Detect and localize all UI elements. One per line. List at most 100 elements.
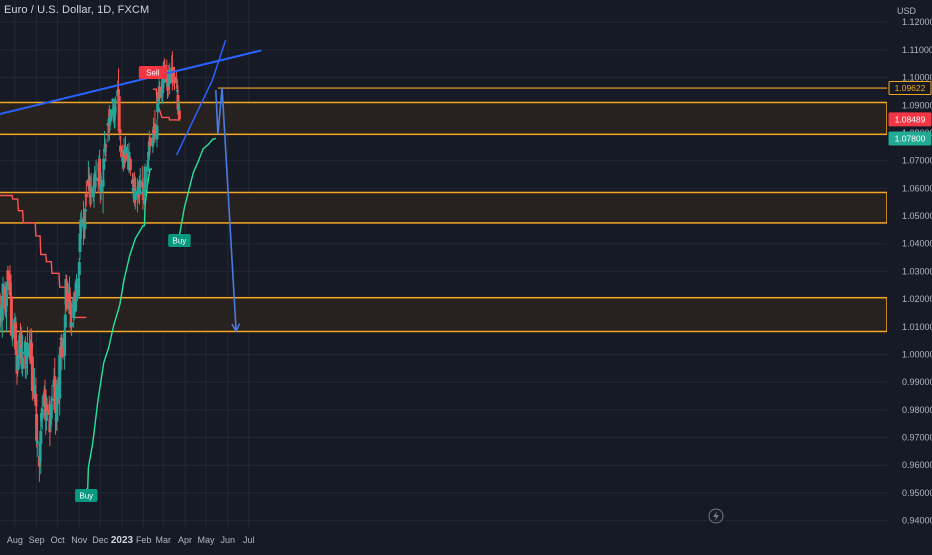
candle-body [65,281,69,309]
candle-body [156,94,160,105]
candle [113,97,117,128]
candle-body [146,165,150,172]
candle-body [177,110,181,120]
candle-body [45,404,49,411]
candle-body [30,344,34,348]
candle [50,384,54,411]
candle-body [8,274,12,296]
candle-body [89,186,92,192]
candle-body [43,389,47,405]
y-tick-label: 1.06000 [902,183,932,193]
candle-body [118,129,122,134]
candle-body [29,342,33,364]
candle [155,119,159,148]
candle [30,342,34,401]
candle [158,81,162,100]
candle [118,111,122,141]
candle-body [93,183,97,185]
lightning-icon [708,508,724,524]
candle-body [99,184,103,192]
candle-body [143,166,147,188]
candle-body [35,440,39,444]
candle [53,357,57,413]
y-tick-label: 0.95000 [902,488,932,498]
candle-body [39,430,43,445]
candle-body [30,356,34,392]
candle [11,320,15,347]
candle-body [107,124,111,126]
candle [83,209,87,239]
candle [68,276,71,306]
candle-body [34,393,38,406]
y-tick-label: 1.01000 [902,322,932,332]
candle-body [19,330,22,351]
price-badge-box [888,131,932,146]
y-tick-label: 1.12000 [902,17,932,27]
candle-body [92,192,96,194]
y-tick-label: 1.05000 [902,211,932,221]
candle [109,108,113,126]
lightning-icon-ring [708,508,724,524]
candle-body [111,99,115,104]
candle-body [131,179,134,184]
candle [93,170,97,193]
candle-body [6,270,10,280]
candle-body [77,261,81,276]
candle-body [68,293,71,302]
candle [89,172,93,205]
candle [6,265,10,286]
candle [117,89,121,132]
candle [14,316,18,353]
price-zone [0,101,887,136]
candle [35,426,39,457]
candle-body [33,385,36,399]
price-badge-box [888,112,932,127]
candle [89,175,92,208]
candle-body [103,144,107,152]
projection-path [215,88,237,331]
candle-body [155,125,159,140]
price-badge-value: 1.09622 [895,83,926,93]
candle [49,395,53,427]
price-zone [0,296,887,333]
x-tick-label: Apr [178,535,192,545]
candle [138,168,142,194]
candle [70,303,74,337]
candle-body [168,69,172,84]
candle-body [44,408,48,421]
y-tick-label: 1.11000 [902,45,932,55]
buy-signal: Buy [75,489,98,503]
x-tick-label: Aug [7,535,23,545]
candle-body [5,281,9,291]
candle-body [156,103,160,112]
candle [153,109,157,143]
candle [146,155,150,172]
trailing-stop-green [86,168,153,490]
candle [143,163,147,196]
candle-body [173,76,176,82]
candle-body [26,347,29,358]
candle-body [38,443,42,462]
candle-body [58,354,62,399]
candle [58,349,62,416]
candle-body [21,357,25,369]
candle [44,395,48,431]
candle [119,135,123,158]
candle [104,138,108,162]
wedge-line [211,39,227,81]
candle-body [172,73,176,80]
candle-body [63,314,67,328]
candle [0,290,4,338]
y-tick-label: 0.98000 [902,405,932,415]
candle-body [78,233,82,253]
candle-body [98,158,102,186]
candle [68,287,72,324]
candle-body [79,224,83,228]
candle-body [84,193,88,198]
price-badge: 1.07800 [888,131,932,146]
candle [39,413,43,475]
candle-body [98,175,102,188]
candle [99,172,103,201]
